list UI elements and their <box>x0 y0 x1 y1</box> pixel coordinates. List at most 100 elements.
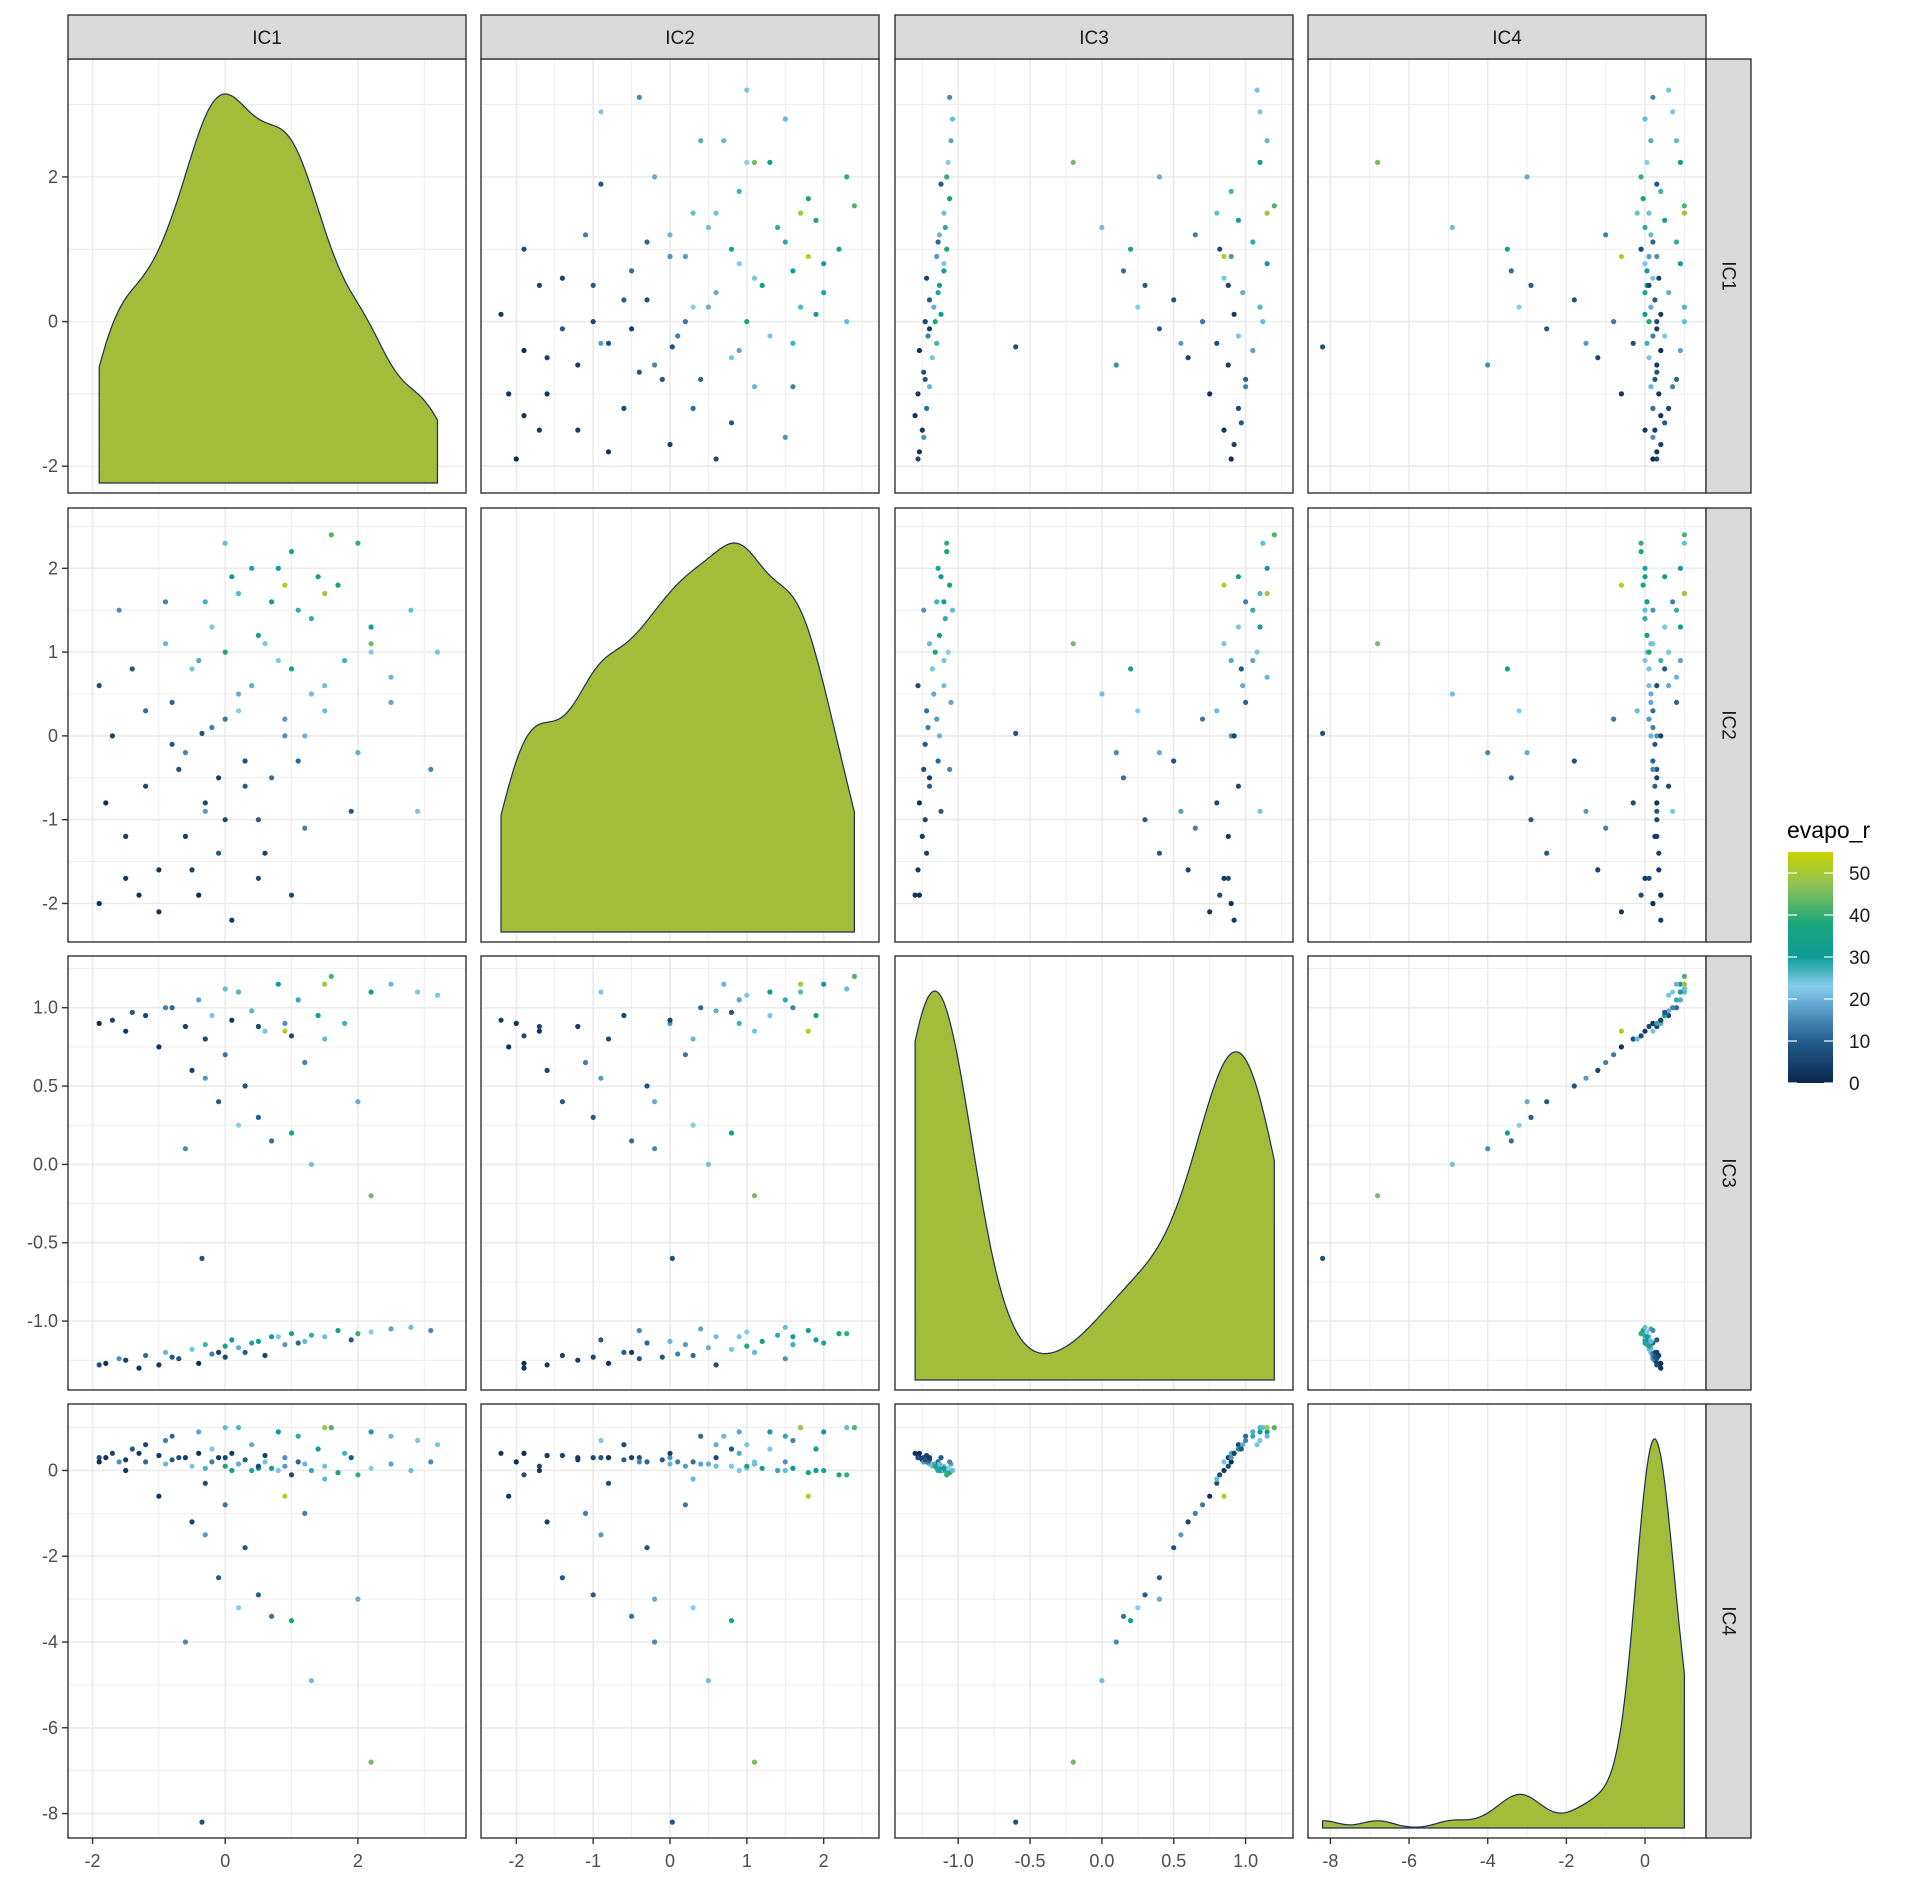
data-point <box>322 1036 328 1042</box>
data-point <box>282 1493 288 1499</box>
data-point <box>295 758 301 764</box>
data-point <box>1646 683 1652 689</box>
x-tick-label: 0 <box>220 1851 230 1871</box>
data-point <box>262 1028 268 1034</box>
data-point <box>308 1678 314 1684</box>
data-point <box>288 1033 295 1039</box>
data-point <box>1571 297 1577 303</box>
data-point <box>521 413 527 419</box>
data-point <box>143 783 149 789</box>
data-point <box>269 1465 275 1471</box>
data-point <box>949 607 956 613</box>
data-point <box>1544 326 1550 332</box>
y-tick-label: -1.0 <box>27 1311 58 1331</box>
data-point <box>1257 159 1263 165</box>
data-point <box>196 657 202 664</box>
data-point <box>821 1429 827 1435</box>
data-point <box>1654 181 1660 187</box>
data-point <box>851 973 858 980</box>
data-point <box>1128 246 1134 252</box>
data-point <box>1250 347 1256 354</box>
data-point <box>506 391 512 397</box>
strip-background <box>1705 58 1752 494</box>
data-point <box>945 159 951 165</box>
data-point <box>736 347 742 354</box>
data-point <box>629 1613 635 1619</box>
data-point <box>368 641 374 647</box>
data-point <box>805 196 811 202</box>
data-point <box>269 1334 275 1340</box>
data-point <box>932 319 938 325</box>
data-point <box>813 311 819 317</box>
data-point <box>388 981 394 987</box>
y-tick-label: 1 <box>48 642 58 662</box>
data-point <box>1524 174 1530 180</box>
data-point <box>621 1442 627 1448</box>
data-point <box>1630 800 1636 806</box>
data-point <box>262 641 268 647</box>
data-point <box>249 1467 255 1474</box>
data-point <box>821 261 827 267</box>
data-point <box>1673 981 1680 987</box>
data-point <box>1654 808 1660 814</box>
data-point <box>235 590 242 597</box>
legend-tick-label: 30 <box>1849 948 1870 969</box>
data-point <box>1681 590 1687 597</box>
data-point <box>322 1334 328 1340</box>
data-point <box>235 691 242 697</box>
data-point <box>116 1459 122 1465</box>
data-point <box>229 574 235 580</box>
data-point <box>782 434 788 440</box>
data-point <box>713 1455 719 1461</box>
data-point <box>926 326 933 332</box>
strip-background <box>1307 14 1707 60</box>
data-point <box>1250 657 1256 664</box>
x-tick-label: -8 <box>1322 1851 1338 1871</box>
strip-right-ic3: IC3 <box>1705 955 1752 1391</box>
data-point <box>805 1327 811 1334</box>
data-point <box>690 304 696 310</box>
data-point <box>1648 691 1654 697</box>
data-point <box>598 1532 604 1538</box>
data-point <box>222 1455 228 1461</box>
data-point <box>1207 1493 1213 1499</box>
data-point <box>1662 420 1668 426</box>
data-point <box>1658 917 1664 923</box>
data-point <box>938 311 944 317</box>
panel-background <box>481 59 879 493</box>
data-point <box>805 1470 811 1476</box>
strip-label: IC4 <box>1718 1606 1739 1636</box>
data-point <box>1640 582 1646 588</box>
data-point <box>1225 875 1231 881</box>
data-point <box>728 355 735 361</box>
data-point <box>652 174 658 180</box>
data-point <box>544 1519 550 1525</box>
data-point <box>844 319 850 325</box>
data-point <box>1013 730 1019 737</box>
data-point <box>751 1349 758 1355</box>
data-point <box>288 666 295 672</box>
data-point <box>1654 449 1660 455</box>
data-point <box>922 319 928 325</box>
data-point <box>202 1036 208 1042</box>
data-point <box>1646 355 1652 361</box>
data-point <box>1171 297 1177 303</box>
data-point <box>713 1008 719 1014</box>
data-point <box>1648 138 1654 144</box>
data-point <box>736 1467 742 1474</box>
data-point <box>1235 574 1241 580</box>
data-point <box>669 1819 675 1825</box>
data-point <box>282 1463 288 1469</box>
data-point <box>1666 1012 1672 1019</box>
data-point <box>162 1349 169 1355</box>
data-point <box>348 1455 354 1461</box>
data-point <box>189 1067 195 1073</box>
data-point <box>1666 783 1672 789</box>
data-point <box>143 1459 149 1465</box>
data-point <box>162 1437 169 1444</box>
data-point <box>1650 1327 1656 1334</box>
data-point <box>721 138 727 144</box>
data-point <box>938 1455 944 1461</box>
data-point <box>368 1429 374 1435</box>
x-tick-label: -0.5 <box>1015 1851 1046 1871</box>
